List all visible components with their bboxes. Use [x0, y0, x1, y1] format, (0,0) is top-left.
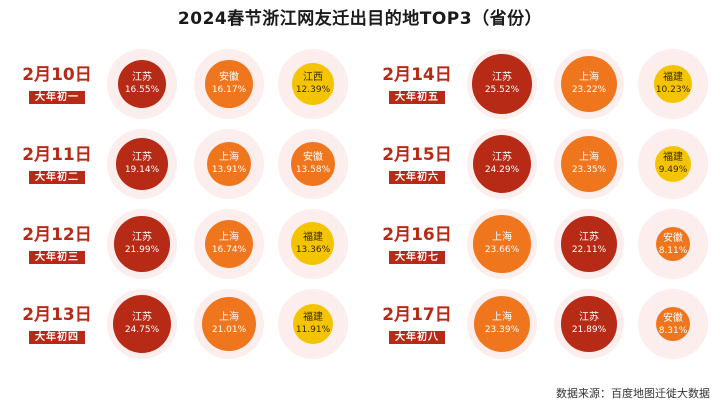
share-label: 23.22%	[571, 85, 607, 96]
share-label: 25.52%	[484, 85, 520, 96]
destination-bubble: 安徽 16.17%	[205, 60, 253, 108]
share-label: 13.91%	[211, 165, 247, 176]
share-label: 22.11%	[571, 245, 607, 256]
province-label: 江苏	[578, 312, 599, 324]
destination-bubble: 安徽 8.11%	[656, 227, 690, 261]
share-label: 11.91%	[295, 325, 331, 336]
province-label: 上海	[218, 152, 239, 164]
share-label: 12.39%	[295, 85, 331, 96]
province-label: 安徽	[218, 72, 239, 84]
province-label: 福建	[302, 312, 323, 324]
date-text: 2月14日	[382, 65, 452, 85]
province-label: 江苏	[491, 72, 512, 84]
lunar-date-badge: 大年初五	[389, 91, 445, 104]
date-text: 2月17日	[382, 305, 452, 325]
province-label: 上海	[218, 232, 239, 244]
day-label: 2月10日大年初一	[0, 65, 117, 104]
destination-bubble: 上海 21.01%	[202, 297, 256, 351]
share-label: 24.29%	[484, 165, 520, 176]
share-label: 16.17%	[211, 85, 247, 96]
share-label: 13.36%	[295, 245, 331, 256]
province-label: 江苏	[131, 72, 152, 84]
destination-bubble: 上海 13.91%	[207, 142, 251, 186]
destination-bubble: 福建 10.23%	[654, 65, 692, 103]
date-text: 2月12日	[22, 225, 92, 245]
share-label: 21.89%	[571, 325, 607, 336]
province-label: 上海	[578, 152, 599, 164]
day-label: 2月12日大年初三	[0, 225, 117, 264]
destination-bubble: 福建 13.36%	[291, 222, 335, 266]
province-label: 安徽	[663, 312, 683, 324]
destination-bubble: 江苏 22.11%	[561, 216, 617, 272]
share-label: 21.99%	[124, 245, 160, 256]
chart-title: 2024春节浙江网友迁出目的地TOP3（省份）	[177, 9, 543, 29]
date-text: 2月10日	[22, 65, 92, 85]
day-label: 2月13日大年初四	[0, 305, 117, 344]
share-label: 23.39%	[484, 325, 520, 336]
province-label: 江西	[302, 72, 323, 84]
day-label: 2月16日大年初七	[357, 225, 477, 264]
data-source: 数据来源：百度地图迁徙大数据	[556, 387, 710, 400]
date-text: 2月13日	[22, 305, 92, 325]
destination-bubble: 安徽 13.58%	[291, 142, 335, 186]
province-label: 江苏	[131, 312, 152, 324]
province-label: 上海	[491, 232, 512, 244]
date-text: 2月15日	[382, 145, 452, 165]
share-label: 23.66%	[484, 245, 520, 256]
destination-bubble: 福建 9.49%	[654, 145, 692, 183]
destination-bubble: 江苏 24.75%	[112, 294, 172, 354]
share-label: 13.58%	[295, 165, 331, 176]
day-label: 2月14日大年初五	[357, 65, 477, 104]
province-label: 安徽	[302, 152, 323, 164]
share-label: 9.49%	[658, 165, 688, 176]
lunar-date-badge: 大年初八	[389, 331, 445, 344]
day-label: 2月17日大年初八	[357, 305, 477, 344]
province-label: 福建	[662, 152, 683, 164]
destination-bubble: 江苏 19.14%	[116, 138, 168, 190]
province-label: 上海	[218, 312, 239, 324]
destination-bubble: 江苏 21.99%	[114, 216, 170, 272]
province-label: 福建	[662, 72, 683, 84]
day-label: 2月11日大年初二	[0, 145, 117, 184]
date-text: 2月16日	[382, 225, 452, 245]
destination-bubble: 安徽 8.31%	[656, 307, 690, 341]
share-label: 8.31%	[658, 325, 688, 336]
lunar-date-badge: 大年初三	[29, 251, 85, 264]
province-label: 上海	[491, 312, 512, 324]
destination-bubble: 江苏 21.89%	[561, 296, 617, 352]
province-label: 江苏	[491, 152, 512, 164]
lunar-date-badge: 大年初二	[29, 171, 85, 184]
province-label: 上海	[578, 72, 599, 84]
share-label: 19.14%	[124, 165, 160, 176]
share-label: 16.74%	[211, 245, 247, 256]
share-label: 10.23%	[655, 85, 691, 96]
share-label: 21.01%	[211, 325, 247, 336]
destination-bubble: 上海 16.74%	[204, 219, 254, 269]
destination-bubble: 上海 23.35%	[560, 135, 618, 193]
destination-bubble: 上海 23.66%	[473, 215, 531, 273]
destination-bubble: 江苏 24.29%	[473, 135, 531, 193]
province-label: 江苏	[131, 152, 152, 164]
share-label: 24.75%	[124, 325, 160, 336]
destination-bubble: 江苏 16.55%	[118, 60, 166, 108]
lunar-date-badge: 大年初六	[389, 171, 445, 184]
share-label: 16.55%	[124, 85, 160, 96]
province-label: 福建	[302, 232, 323, 244]
province-label: 江苏	[578, 232, 599, 244]
destination-bubble: 江西 12.39%	[292, 63, 334, 105]
province-label: 安徽	[663, 232, 683, 244]
day-label: 2月15日大年初六	[357, 145, 477, 184]
lunar-date-badge: 大年初一	[29, 91, 85, 104]
share-label: 23.35%	[571, 165, 607, 176]
province-label: 江苏	[131, 232, 152, 244]
lunar-date-badge: 大年初四	[29, 331, 85, 344]
date-text: 2月11日	[22, 145, 92, 165]
share-label: 8.11%	[658, 245, 688, 256]
destination-bubble: 江苏 25.52%	[472, 54, 532, 114]
destination-bubble: 上海 23.39%	[473, 295, 531, 353]
lunar-date-badge: 大年初七	[389, 251, 445, 264]
destination-bubble: 福建 11.91%	[292, 303, 334, 345]
destination-bubble: 上海 23.22%	[560, 55, 618, 113]
